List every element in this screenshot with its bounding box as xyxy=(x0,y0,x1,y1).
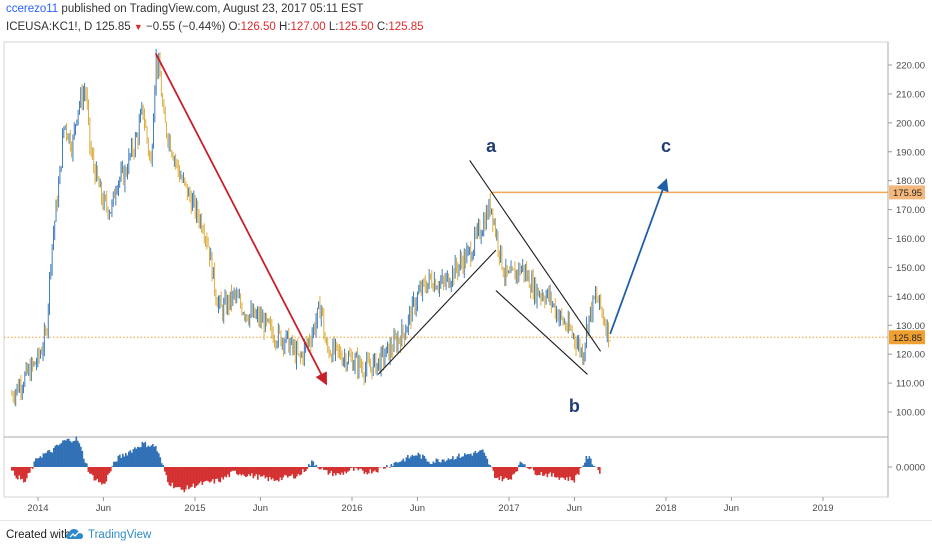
x-tick-label: 2014 xyxy=(27,503,48,514)
footer: Created with TradingView xyxy=(0,520,932,551)
wave-label-b: b xyxy=(569,396,580,416)
price-badge xyxy=(889,185,925,200)
wave-label-a: a xyxy=(486,136,497,156)
symbol-label[interactable]: ICEUSA:KC1!, D xyxy=(6,21,93,33)
osc-tick-label: 0.0000 xyxy=(896,463,925,474)
x-tick-label: Jun xyxy=(724,503,739,514)
open-value: 126.50 xyxy=(240,21,276,33)
tradingview-link[interactable]: TradingView xyxy=(88,529,152,541)
tradingview-cloud-icon xyxy=(66,529,83,539)
oscillator-series xyxy=(11,436,601,493)
y-tick-label: 130.00 xyxy=(896,321,925,332)
x-tick-label: Jun xyxy=(253,503,268,514)
y-tick-label: 180.00 xyxy=(896,176,925,187)
publish-date: published on TradingView.com, August 23,… xyxy=(61,3,364,15)
close-label: C: xyxy=(376,21,389,33)
y-tick-label: 190.00 xyxy=(896,147,925,158)
y-tick-label: 120.00 xyxy=(896,350,925,361)
x-tick-label: Jun xyxy=(567,503,582,514)
wave-label-c: c xyxy=(661,136,671,156)
open-label: O: xyxy=(228,21,241,33)
x-tick-label: 2015 xyxy=(184,503,205,514)
price-badge xyxy=(889,330,925,345)
x-tick-label: Jun xyxy=(96,503,111,514)
low-label: L: xyxy=(328,21,339,33)
y-tick-label: 100.00 xyxy=(896,408,925,419)
down-arrow-icon: ▼ xyxy=(133,22,143,32)
y-tick-label: 200.00 xyxy=(896,118,925,129)
y-tick-label: 210.00 xyxy=(896,89,925,100)
red-trend-arrow[interactable] xyxy=(154,53,327,386)
blue-projection-arrow[interactable] xyxy=(609,178,669,335)
price-change: −0.55 (−0.44%) xyxy=(146,21,226,33)
ohlc-legend: ICEUSA:KC1!, D 125.85 ▼ −0.55 (−0.44%) O… xyxy=(6,21,424,33)
y-tick-label: 220.00 xyxy=(896,61,925,72)
x-tick-label: 2018 xyxy=(655,503,676,514)
author-link[interactable]: ccerezo11 xyxy=(6,3,59,15)
close-value: 125.85 xyxy=(388,21,424,33)
trend-line[interactable] xyxy=(469,160,602,352)
chart-header: ccerezo11 published on TradingView.com, … xyxy=(0,0,932,38)
x-tick-label: 2019 xyxy=(812,503,833,514)
price-axis[interactable]: 220.00 210.00 200.00 190.00 180.00 170.00 160.… xyxy=(888,61,925,474)
x-tick-label: Jun xyxy=(410,503,425,514)
y-tick-label: 140.00 xyxy=(896,292,925,303)
low-value: 125.50 xyxy=(338,21,374,33)
x-tick-label: 2017 xyxy=(498,503,519,514)
price-levels: 175.95 125.85 xyxy=(4,185,925,345)
y-tick-label: 150.00 xyxy=(896,263,925,274)
price-chart[interactable]: 220.00 210.00 200.00 190.00 180.00 170.00 160.… xyxy=(0,0,932,520)
publish-info: ccerezo11 published on TradingView.com, … xyxy=(6,3,363,15)
y-tick-label: 110.00 xyxy=(896,379,924,390)
trend-line[interactable] xyxy=(377,249,497,375)
high-label: H: xyxy=(279,21,291,33)
drawings: a b c xyxy=(154,53,671,416)
y-tick-label: 160.00 xyxy=(896,234,925,245)
price-badge-label: 125.85 xyxy=(893,333,922,344)
time-axis[interactable]: 2014 Jun 2015 Jun 2016 Jun 2017 Jun 2018 Jun 2019 xyxy=(27,497,834,514)
high-value: 127.00 xyxy=(290,21,326,33)
chart-frame xyxy=(3,41,889,498)
created-with-label: Created with xyxy=(6,529,71,541)
last-price: 125.85 xyxy=(95,21,131,33)
price-badge-label: 175.95 xyxy=(893,188,922,199)
trend-line[interactable] xyxy=(495,290,588,375)
x-tick-label: 2016 xyxy=(341,503,362,514)
y-tick-label: 170.00 xyxy=(896,205,925,216)
